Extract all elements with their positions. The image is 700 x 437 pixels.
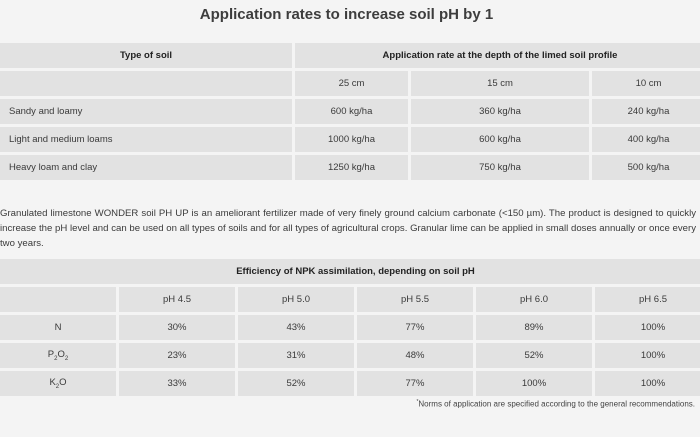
depth-header: 15 cm bbox=[411, 71, 589, 96]
efficiency-cell: 48% bbox=[357, 343, 473, 368]
efficiency-cell: 33% bbox=[119, 371, 235, 396]
npk-efficiency-table: Efficiency of NPK assimilation, dependin… bbox=[0, 256, 700, 399]
soil-type-cell: Light and medium loams bbox=[0, 127, 292, 152]
footnote: *Norms of application are specified acco… bbox=[416, 399, 695, 409]
rate-cell: 600 kg/ha bbox=[411, 127, 589, 152]
table-row: P2O2 23% 31% 48% 52% 100% bbox=[0, 343, 700, 368]
efficiency-cell: 77% bbox=[357, 371, 473, 396]
ph-header-row: pH 4.5 pH 5.0 pH 5.5 pH 6.0 pH 6.5 bbox=[0, 287, 700, 312]
rate-cell: 240 kg/ha bbox=[592, 99, 700, 124]
efficiency-cell: 100% bbox=[476, 371, 592, 396]
depth-header: 25 cm bbox=[295, 71, 408, 96]
efficiency-cell: 100% bbox=[595, 371, 700, 396]
soil-type-cell: Sandy and loamy bbox=[0, 99, 292, 124]
table-header-row: Type of soil Application rate at the dep… bbox=[0, 43, 700, 68]
efficiency-cell: 31% bbox=[238, 343, 354, 368]
rate-cell: 360 kg/ha bbox=[411, 99, 589, 124]
table-title-row: Efficiency of NPK assimilation, dependin… bbox=[0, 259, 700, 284]
footnote-mark: * bbox=[416, 399, 419, 405]
product-description: Granulated limestone WONDER soil PH UP i… bbox=[0, 208, 696, 249]
rate-cell: 600 kg/ha bbox=[295, 99, 408, 124]
soil-type-cell: Heavy loam and clay bbox=[0, 155, 292, 180]
efficiency-cell: 30% bbox=[119, 315, 235, 340]
table-row: Light and medium loams 1000 kg/ha 600 kg… bbox=[0, 127, 700, 152]
depth-header: 10 cm bbox=[592, 71, 700, 96]
ph-header: pH 6.0 bbox=[476, 287, 592, 312]
efficiency-cell: 77% bbox=[357, 315, 473, 340]
ph-header: pH 5.0 bbox=[238, 287, 354, 312]
table-row: K2O 33% 52% 77% 100% 100% bbox=[0, 371, 700, 396]
rate-cell: 750 kg/ha bbox=[411, 155, 589, 180]
ph-header: pH 4.5 bbox=[119, 287, 235, 312]
rate-cell: 500 kg/ha bbox=[592, 155, 700, 180]
header-type-of-soil: Type of soil bbox=[0, 43, 292, 68]
nutrient-cell: K2O bbox=[0, 371, 116, 396]
header-application-rate: Application rate at the depth of the lim… bbox=[295, 43, 700, 68]
npk-efficiency-title: Efficiency of NPK assimilation, dependin… bbox=[0, 259, 700, 284]
application-rates-table: Type of soil Application rate at the dep… bbox=[0, 40, 700, 183]
nutrient-cell: N bbox=[0, 315, 116, 340]
table-row: Heavy loam and clay 1250 kg/ha 750 kg/ha… bbox=[0, 155, 700, 180]
table-row: N 30% 43% 77% 89% 100% bbox=[0, 315, 700, 340]
nutrient-cell: P2O2 bbox=[0, 343, 116, 368]
efficiency-cell: 52% bbox=[476, 343, 592, 368]
ph-header: pH 5.5 bbox=[357, 287, 473, 312]
efficiency-cell: 52% bbox=[238, 371, 354, 396]
depth-header-row: 25 cm 15 cm 10 cm bbox=[0, 71, 700, 96]
application-rates-title: Application rates to increase soil pH by… bbox=[199, 6, 494, 23]
rate-cell: 1250 kg/ha bbox=[295, 155, 408, 180]
rate-cell: 1000 kg/ha bbox=[295, 127, 408, 152]
empty-cell bbox=[0, 287, 116, 312]
efficiency-cell: 23% bbox=[119, 343, 235, 368]
efficiency-cell: 100% bbox=[595, 315, 700, 340]
ph-header: pH 6.5 bbox=[595, 287, 700, 312]
efficiency-cell: 43% bbox=[238, 315, 354, 340]
table-row: Sandy and loamy 600 kg/ha 360 kg/ha 240 … bbox=[0, 99, 700, 124]
empty-cell bbox=[0, 71, 292, 96]
efficiency-cell: 89% bbox=[476, 315, 592, 340]
efficiency-cell: 100% bbox=[595, 343, 700, 368]
footnote-text: Norms of application are specified accor… bbox=[418, 399, 695, 409]
rate-cell: 400 kg/ha bbox=[592, 127, 700, 152]
